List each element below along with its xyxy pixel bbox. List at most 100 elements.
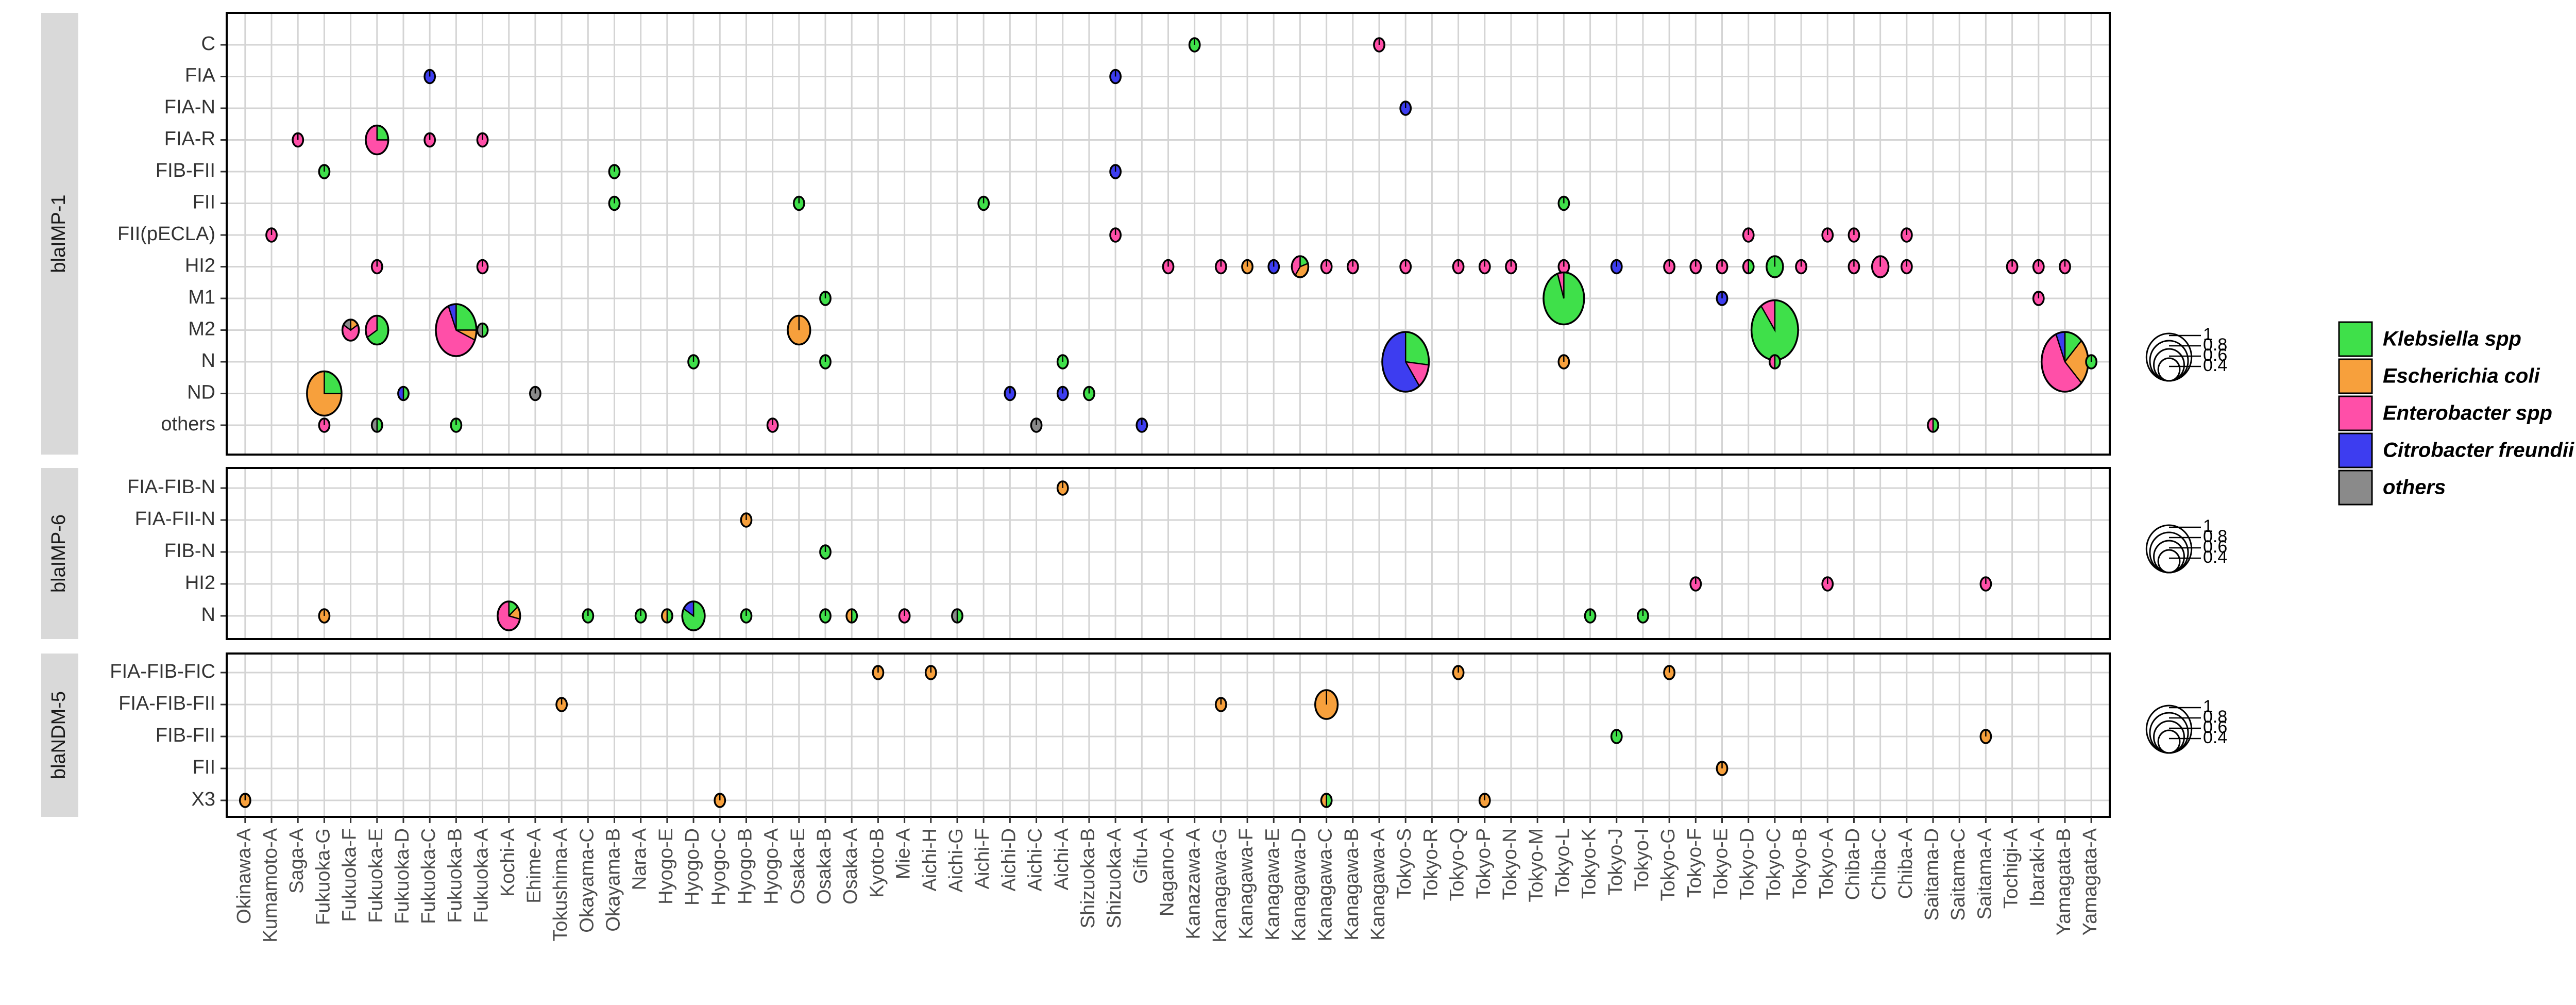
x-tick-label: Okinawa-A [233,828,255,924]
pie-point-Tokyo-P-HI2 [1478,259,1491,275]
pie-point-Shizuoka-A-FII(pECLA) [1109,227,1122,243]
x-tick-label: Tokyo-F [1684,828,1705,898]
pie-point-Nara-A-N [634,608,647,624]
pie-point-Saitama-A-HI2 [1979,576,1992,592]
pie-point-Tokyo-E-FII [1716,761,1728,776]
pie-point-Kanagawa-F-HI2 [1241,259,1253,275]
x-tick-label: Ehime-A [523,828,545,903]
x-tick-label: Tokyo-C [1763,828,1785,900]
pie-point-Fukuoka-G-N [318,608,331,624]
pie-point-Shizuoka-B-ND [1083,386,1095,401]
x-tick-label: Fukuoka-F [339,828,361,922]
x-tick-label: Tokyo-Q [1447,828,1468,901]
pie-outline [370,417,383,433]
pie-point-Tokyo-J-FIB-FII [1610,729,1623,744]
pie-point-Kumamoto-A-FII(pECLA) [265,227,278,243]
x-tick-label: Kanazawa-A [1183,828,1205,939]
size-legend-label: 0.6 [2203,537,2227,557]
pie-point-Fukuoka-A-M2 [476,322,489,338]
size-legend-circle [2149,340,2189,382]
x-tick-label: Tokyo-B [1789,828,1811,899]
pie-point-Kanazawa-A-C [1188,37,1201,53]
y-tick-label: FIA-N [164,96,215,118]
pie-point-Hyogo-B-N [740,608,753,624]
pie-point-Kanagawa-C-HI2 [1320,259,1333,275]
pie-point-Kanagawa-D-HI2 [1291,255,1310,278]
y-tick-label: X3 [192,789,215,810]
x-tick-label: Hyogo-A [761,828,783,904]
pie-point-Tokyo-Q-HI2 [1452,259,1465,275]
pie-point-Fukuoka-A-HI2 [476,259,489,275]
legend-key [2338,432,2373,468]
pie-point-Kochi-A-N [497,600,521,631]
pie-point-Kanagawa-G-HI2 [1214,259,1227,275]
pie-point-Chiba-D-HI2 [1848,259,1860,275]
pie-point-Aichi-A-FIA-FIB-N [1056,480,1069,496]
size-legend-circle [2149,712,2189,754]
size-legend-circle [2157,729,2181,754]
size-legend-label: 0.4 [2203,547,2227,567]
pie-outline [1543,271,1585,326]
pie-point-Tokyo-S-FIA-N [1399,100,1412,116]
pie-outline [365,124,389,156]
panel-border [226,12,2111,456]
x-tick-label: Osaka-A [840,828,861,904]
pie-point-Kanagawa-A-C [1373,37,1385,53]
pie-point-Tokyo-C-N [1768,354,1781,370]
pie-outline [1768,354,1781,370]
pie-point-Tokyo-Q-FIA-FIB-FIC [1452,665,1465,680]
pie-point-Hyogo-D-N [681,600,706,631]
size-legend-label: 1 [2203,325,2213,344]
pie-outline [497,600,521,631]
facet-strip [41,654,78,817]
pie-point-Tokyo-A-FII(pECLA) [1821,227,1834,243]
pie-point-Aichi-C-others [1030,417,1043,433]
pie-point-Tokyo-I-N [1637,608,1649,624]
x-tick-label: Aichi-G [945,828,967,893]
size-legend-label: 0.6 [2203,345,2227,365]
facet-blaIMP-6: blaIMP-6 FIA-FIB-N FIA-FII-N FIB-N HI2 N 10.80… [41,467,2227,640]
legend-key [2338,470,2373,506]
pie-point-Osaka-E-M2 [787,314,811,346]
pie-point-Yamagata-A-N [2085,354,2098,370]
pie-point-Fukuoka-F-M2 [341,319,360,342]
y-tick-label: FII [193,757,215,778]
pie-point-Tokyo-L-M1 [1543,271,1585,326]
pie-point-Saitama-D-others [1927,417,1939,433]
pie-point-Mie-A-N [898,608,911,624]
pie-point-Tokyo-P-X3 [1478,793,1491,808]
pie-point-Saga-A-FIA-R [292,132,304,148]
x-tick-label: Kochi-A [497,828,519,897]
pie-point-Aichi-D-ND [1004,386,1016,401]
pie-point-Saitama-A-FIB-FII [1979,729,1992,744]
x-tick-label: Saitama-A [1974,828,1995,919]
x-tick-label: Tokushima-A [550,828,571,941]
pie-outline [1381,331,1430,393]
facet-strip-label: blaIMP-1 [48,194,70,273]
y-tick-label: N [201,350,215,372]
pie-point-Ibaraki-A-HI2 [2032,259,2045,275]
x-tick-label: Nagano-A [1157,828,1178,916]
y-tick-label: FIA [185,65,216,87]
x-tick-label: Fukuoka-G [312,828,334,925]
y-tick-label: N [201,604,215,626]
x-tick-label: Chiba-A [1895,828,1917,899]
x-tick-label: Gifu-A [1130,828,1151,883]
pie-point-Fukuoka-B-M2 [435,303,478,357]
pie-outline [1927,417,1939,433]
x-tick-label: Yamagata-B [2053,828,2075,935]
x-tick-label: Saga-A [286,828,308,893]
pie-point-Fukuoka-A-FIA-R [476,132,489,148]
x-tick-label: Tokyo-K [1579,828,1600,899]
x-tick-label: Aichi-H [919,828,941,891]
x-tick-label: Hyogo-D [682,828,703,906]
facet-strip-label: blaNDM-5 [48,691,70,779]
y-tick-label: ND [187,382,215,404]
pie-point-Ehime-A-ND [529,386,541,401]
y-tick-label: HI2 [185,255,215,277]
x-tick-label: Tokyo-J [1605,828,1626,896]
size-legend-label: 0.8 [2203,707,2227,727]
facet-strip [41,468,78,639]
pie-point-Fukuoka-C-FIA-R [423,132,436,148]
